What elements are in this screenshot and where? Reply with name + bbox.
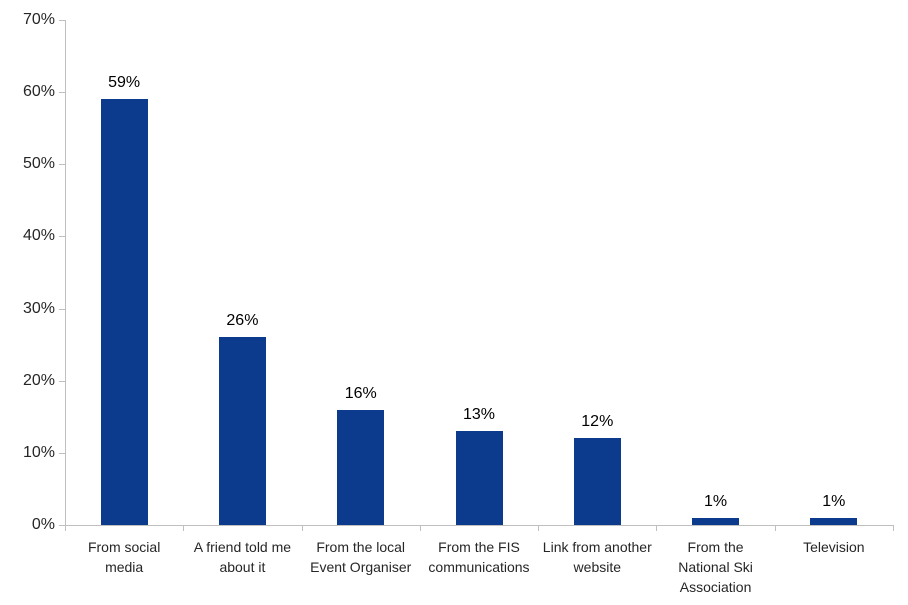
bar-value-label: 16% [344,384,377,402]
bar-value-label: 12% [581,413,614,431]
y-axis-tick-label: 30% [22,299,55,317]
x-tick [893,526,894,531]
category-label: From the National Ski Association [678,539,753,595]
category-label: From the local Event Organiser [310,539,412,575]
y-tick [59,164,65,166]
x-tick [538,526,540,531]
x-tick [301,526,303,531]
y-tick [59,20,65,21]
bar [218,337,266,525]
x-axis-line [65,525,894,526]
bar [810,517,858,525]
y-tick [59,236,65,238]
y-axis-line [65,20,66,525]
x-tick [774,526,776,531]
y-tick [59,452,65,454]
category-label: A friend told me about it [193,539,292,575]
bar-value-label: 13% [462,406,496,424]
y-tick [59,308,65,310]
x-tick [656,526,658,531]
category-label: Television [803,539,865,555]
bar-value-label: 26% [226,312,259,330]
y-axis-tick-label: 10% [22,443,55,461]
bar-value-label: 1% [704,492,728,510]
bar-value-label: 59% [108,74,141,92]
y-axis-tick-label: 60% [22,83,55,101]
y-tick [59,92,65,94]
category-label: Link from another website [542,539,652,575]
x-tick [65,526,66,531]
bar [100,99,148,525]
x-tick [419,526,421,531]
y-axis-tick-label: 70% [22,11,55,28]
y-tick [59,525,65,526]
y-tick [59,380,65,382]
y-axis-tick-label: 20% [22,371,55,389]
category-label: From social media [87,539,161,575]
bar-value-label: 1% [822,492,846,510]
x-tick [183,526,185,531]
bar [337,409,385,525]
bar [573,438,621,525]
category-label: From the FIS communications [428,539,530,575]
bar [692,517,740,525]
y-axis-tick-label: 40% [22,227,55,245]
y-axis-tick-label: 0% [31,516,55,533]
y-axis-tick-label: 50% [22,155,55,173]
bar [455,431,503,525]
